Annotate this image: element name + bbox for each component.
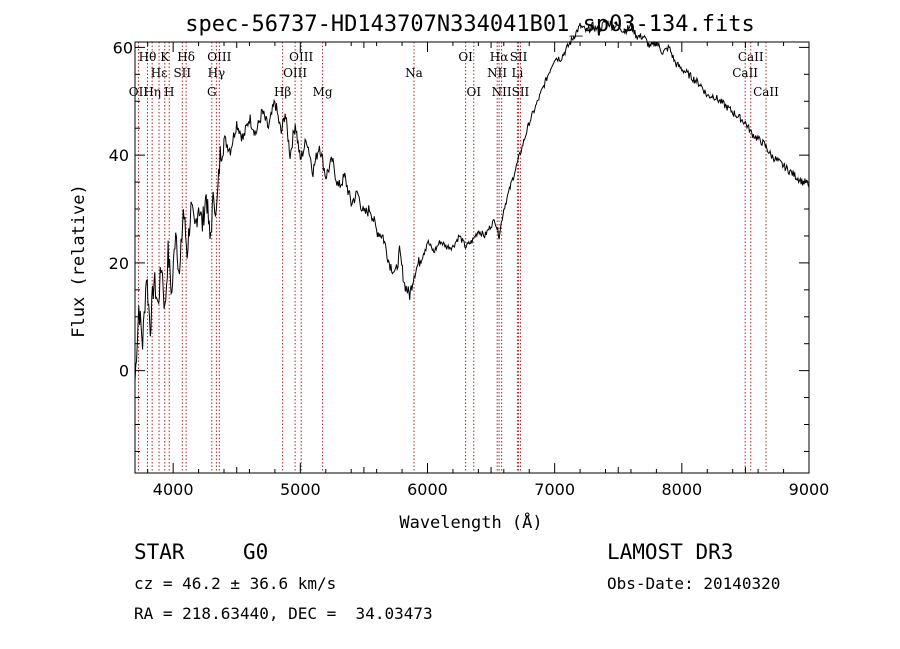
x-axis-label: Wavelength (Å) bbox=[399, 511, 542, 533]
spectral-line-label: G bbox=[207, 85, 217, 99]
y-tick-label: 20 bbox=[109, 254, 129, 273]
redshift-cz: cz = 46.2 ± 36.6 km/s bbox=[134, 574, 337, 593]
spectral-line-label: Hα bbox=[490, 50, 509, 64]
coordinates: RA = 218.63440, DEC = 34.03473 bbox=[134, 604, 433, 623]
spectral-line-label: NII bbox=[492, 85, 512, 99]
x-tick-label: 4000 bbox=[153, 480, 194, 499]
y-tick-label: 0 bbox=[119, 362, 129, 381]
spectral-line-label: Hη bbox=[143, 85, 161, 99]
spectral-line-label: Hγ bbox=[208, 66, 226, 80]
spectral-line-label: Hε bbox=[151, 66, 168, 80]
spectral-line-label: Mg bbox=[313, 85, 333, 99]
spectral-line-label: K bbox=[160, 50, 170, 64]
spectral-line-label: OIII bbox=[289, 50, 313, 64]
survey-name: LAMOST DR3 bbox=[607, 540, 734, 564]
object-class: STAR bbox=[134, 540, 185, 564]
spectral-line-label: SII bbox=[510, 50, 528, 64]
spectral-line-label: Hβ bbox=[274, 85, 291, 99]
x-tick-label: 6000 bbox=[407, 480, 448, 499]
spectral-line-label: SII bbox=[173, 66, 191, 80]
spectral-line-label: OI bbox=[466, 85, 481, 99]
x-tick-label: 8000 bbox=[661, 480, 702, 499]
spectral-line-label: OII bbox=[129, 85, 149, 99]
axis-ticks: 4000 5000 6000 7000 8000 9000 0 20 40 60 bbox=[109, 38, 830, 499]
plot-frame bbox=[134, 41, 810, 474]
spectral-line-label: OIII bbox=[207, 50, 231, 64]
spectral-line-label: Hθ bbox=[139, 50, 157, 64]
chart-title: spec-56737-HD143707N334041B01_sp03-134.f… bbox=[185, 12, 755, 37]
y-tick-label: 40 bbox=[109, 146, 129, 165]
spectral-line-label: Na bbox=[405, 66, 423, 80]
spectral-line-label: NII bbox=[487, 66, 507, 80]
spectral-line-label: SII bbox=[512, 85, 530, 99]
spectral-line-label: CaII bbox=[753, 85, 779, 99]
spectral-line-label: CaII bbox=[738, 50, 764, 64]
plot-border bbox=[134, 41, 810, 474]
observation-date: Obs-Date: 20140320 bbox=[607, 574, 781, 593]
spectral-line-label: OIII bbox=[283, 66, 307, 80]
spectral-line-label: OI bbox=[458, 50, 473, 64]
flux-series-line bbox=[134, 19, 810, 382]
spectral-line-label: Li bbox=[511, 66, 523, 80]
x-tick-label: 5000 bbox=[280, 480, 321, 499]
spectral-line-label: Hδ bbox=[177, 50, 195, 64]
y-tick-label: 60 bbox=[113, 38, 133, 57]
object-subclass: G0 bbox=[243, 540, 269, 564]
spectral-line-label: CaII bbox=[732, 66, 758, 80]
x-tick-label: 7000 bbox=[534, 480, 575, 499]
y-axis-label: Flux (relative) bbox=[69, 184, 89, 338]
x-tick-label: 9000 bbox=[789, 480, 830, 499]
spectral-line-markers bbox=[137, 42, 767, 473]
spectral-line-label: H bbox=[164, 85, 174, 99]
